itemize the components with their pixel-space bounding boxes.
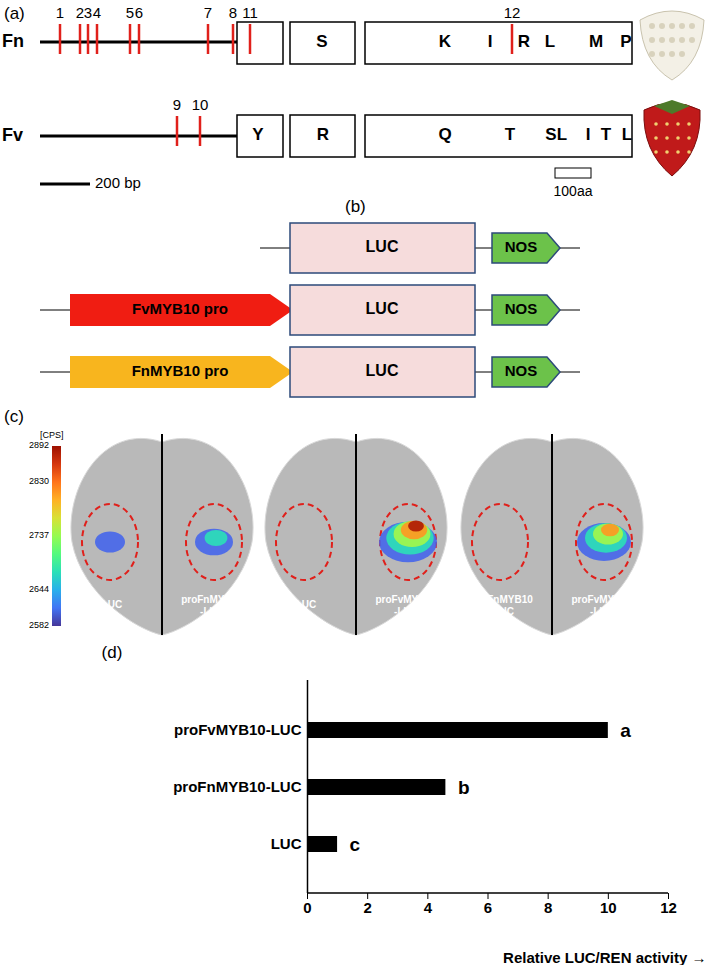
svg-text:Fv: Fv [2,125,23,145]
svg-text:M: M [589,32,603,51]
svg-text:0: 0 [303,899,311,916]
svg-text:proFnMYB10: proFnMYB10 [181,594,243,605]
svg-text:proFvMYB10-LUC: proFvMYB10-LUC [174,721,302,738]
svg-text:11: 11 [242,4,258,21]
svg-text:L: L [545,32,555,51]
svg-text:10: 10 [600,899,617,916]
svg-text:4: 4 [424,899,433,916]
svg-text:-LUC: -LUC [590,606,614,617]
svg-text:P: P [620,32,631,51]
svg-text:-LUC: -LUC [200,606,224,617]
svg-text:S: S [316,32,327,51]
svg-text:Relative LUC/REN activity →: Relative LUC/REN activity → [503,949,706,965]
svg-text:(d): (d) [102,643,123,662]
svg-text:2830: 2830 [29,476,49,486]
svg-text:S: S [545,125,556,144]
svg-text:L: L [622,125,632,144]
svg-text:T: T [601,125,612,144]
svg-text:NOS: NOS [505,300,538,317]
svg-text:LUC: LUC [296,599,317,610]
svg-text:7: 7 [204,4,212,21]
svg-text:b: b [458,777,470,798]
svg-text:2737: 2737 [29,530,49,540]
svg-text:proFnMYB10: proFnMYB10 [471,594,533,605]
svg-text:6: 6 [135,4,143,21]
svg-text:(b): (b) [345,197,366,216]
svg-text:12: 12 [504,4,521,21]
svg-text:LUC: LUC [366,238,399,255]
svg-text:a: a [620,720,631,741]
svg-text:3: 3 [84,4,92,21]
svg-text:c: c [350,834,361,855]
svg-text:6: 6 [484,899,492,916]
svg-text:NOS: NOS [505,238,538,255]
svg-text:2892: 2892 [29,440,49,450]
svg-text:L: L [557,125,567,144]
svg-text:-LUC: -LUC [394,606,418,617]
svg-text:proFvMYB10: proFvMYB10 [571,594,633,605]
svg-text:2582: 2582 [29,620,49,630]
svg-text:200 bp: 200 bp [95,174,141,191]
svg-text:Q: Q [438,125,451,144]
svg-text:proFvMYB10: proFvMYB10 [375,594,437,605]
svg-text:100aa: 100aa [554,183,593,199]
svg-text:I: I [586,125,591,144]
svg-text:Y: Y [252,125,264,144]
svg-text:10: 10 [192,96,209,113]
svg-text:9: 9 [173,96,181,113]
svg-text:4: 4 [93,4,101,21]
svg-text:(c): (c) [4,407,24,426]
svg-text:R: R [317,125,329,144]
svg-text:FvMYB10 pro: FvMYB10 pro [132,300,228,317]
svg-text:LUC: LUC [102,599,123,610]
svg-text:K: K [439,32,452,51]
svg-text:2: 2 [75,4,85,21]
svg-text:LUC: LUC [366,300,399,317]
svg-text:I: I [488,32,493,51]
svg-text:LUC: LUC [366,362,399,379]
svg-text:NOS: NOS [505,362,538,379]
svg-text:Fn: Fn [2,31,24,51]
svg-text:5: 5 [126,4,134,21]
svg-text:(a): (a) [4,4,25,23]
svg-text:R: R [518,32,530,51]
svg-text:-LUC: -LUC [490,606,514,617]
svg-text:12: 12 [660,899,677,916]
svg-text:8: 8 [229,4,237,21]
svg-text:LUC: LUC [271,835,302,852]
svg-text:FnMYB10 pro: FnMYB10 pro [132,362,229,379]
svg-text:[CPS]: [CPS] [40,430,64,440]
svg-text:2644: 2644 [29,584,49,594]
svg-text:T: T [505,125,516,144]
svg-text:proFnMYB10-LUC: proFnMYB10-LUC [173,778,301,795]
svg-text:8: 8 [544,899,552,916]
svg-text:1: 1 [56,4,64,21]
svg-text:2: 2 [363,899,371,916]
